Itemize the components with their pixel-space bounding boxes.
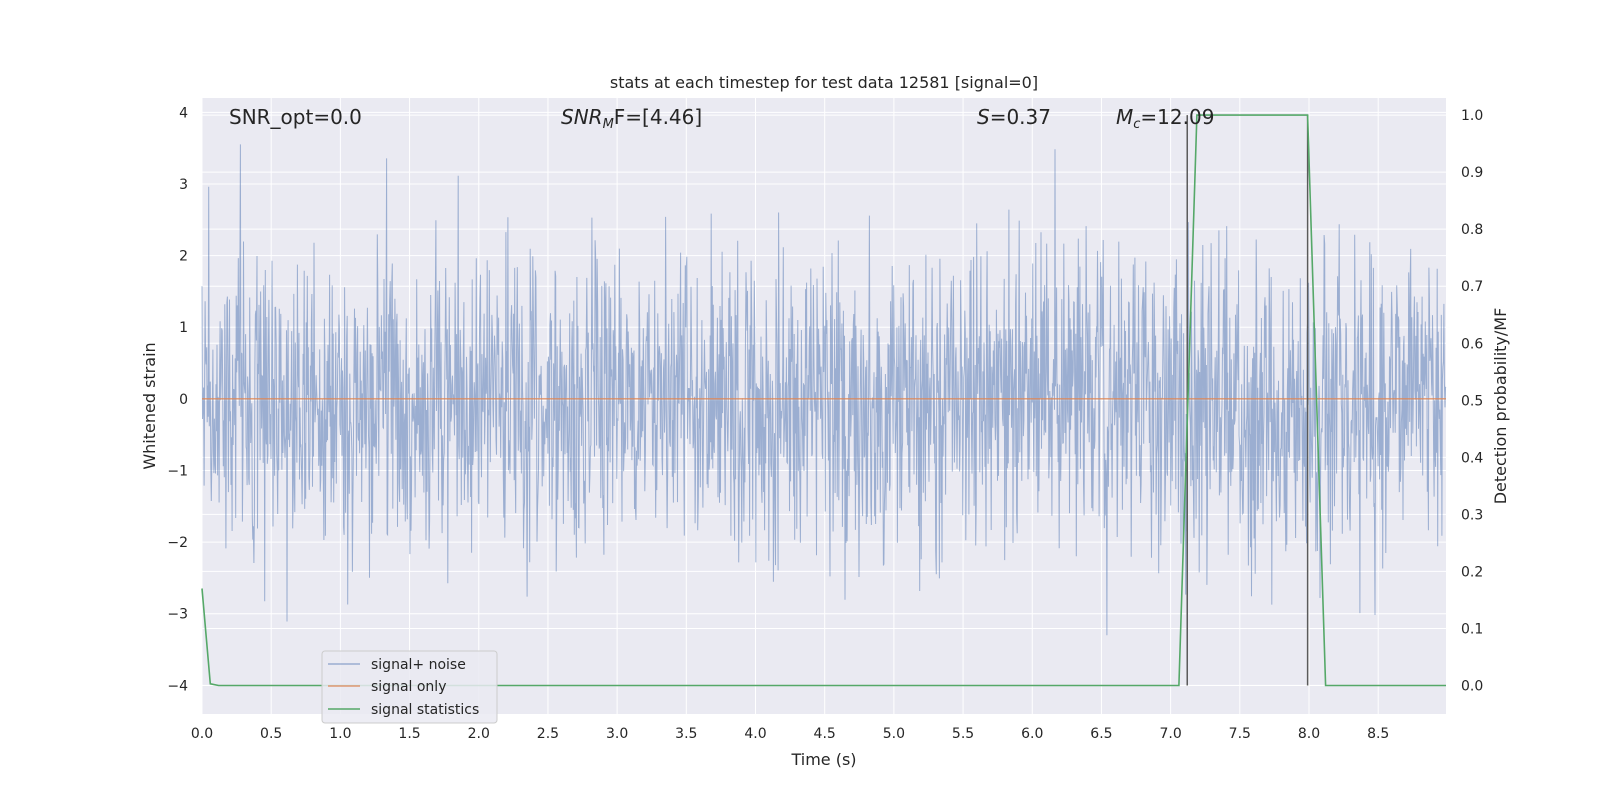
annotation-snr-mf: SNRMF=[4.46]: [561, 105, 702, 132]
y-tick-label-right: 0.6: [1461, 336, 1483, 352]
signal-statistics-line: [201, 114, 1446, 687]
x-tick-label: 6.0: [1021, 726, 1043, 742]
y-tick-label-right: 0.3: [1461, 507, 1483, 523]
noise-series: [201, 144, 1447, 636]
y-tick-label-right: 0.8: [1461, 222, 1483, 238]
y-ticks-right: 1.0 0.9 0.8 0.7 0.6 0.5 0.4 0.3 0.2 0.1 0.0: [1461, 108, 1483, 694]
x-axis-label: Time (s): [790, 750, 856, 769]
annotation-snr-opt: SNR_opt=0.0: [229, 105, 362, 129]
y-tick-label-right: 0.2: [1461, 564, 1483, 580]
y-axis-label: Whitened strain: [140, 342, 159, 469]
x-tick-label: 5.0: [883, 726, 905, 742]
y-tick-label: 3: [179, 177, 188, 193]
legend-label-signal-noise: signal+ noise: [371, 657, 466, 673]
legend: signal+ noise signal only signal statist…: [321, 650, 498, 724]
line-series: [201, 114, 1446, 687]
x-tick-label: 4.5: [814, 726, 836, 742]
x-tick-label: 0.0: [191, 726, 213, 742]
y-axis-label-right: Detection probability/MF: [1491, 308, 1510, 505]
y-tick-label-right: 0.5: [1461, 393, 1483, 409]
x-tick-label: 1.0: [329, 726, 351, 742]
signal-noise-line: [201, 144, 1447, 636]
x-ticks: 0.0 0.5 1.0 1.5 2.0 2.5 3.0 3.5 4.0 4.5 5.0 5.5 6.0 6…: [191, 726, 1389, 742]
x-tick-label: 2.0: [468, 726, 490, 742]
y-tick-label-right: 1.0: [1461, 108, 1483, 124]
legend-label-signal-statistics: signal statistics: [371, 702, 479, 718]
y-tick-label: −4: [167, 678, 188, 694]
x-tick-label: 6.5: [1090, 726, 1112, 742]
x-tick-label: 3.5: [675, 726, 697, 742]
y-tick-label: 2: [179, 249, 188, 265]
x-tick-label: 5.5: [952, 726, 974, 742]
y-tick-label: −1: [167, 463, 188, 479]
y-tick-label: 1: [179, 320, 188, 336]
y-tick-label-right: 0.0: [1461, 678, 1483, 694]
y-tick-label-right: 0.1: [1461, 621, 1483, 637]
annotation-mc: Mc=12.09: [1116, 105, 1214, 132]
annotation-s: S=0.37: [977, 105, 1051, 129]
x-tick-label: 0.5: [260, 726, 282, 742]
chart-title: stats at each timestep for test data 125…: [610, 73, 1038, 92]
x-tick-label: 4.0: [744, 726, 766, 742]
legend-box: [321, 650, 498, 724]
y-ticks-left: 4 3 2 1 0 −1 −2 −3 −4: [167, 105, 188, 694]
x-tick-label: 8.5: [1367, 726, 1389, 742]
x-tick-label: 3.0: [606, 726, 628, 742]
legend-label-signal-only: signal only: [371, 679, 446, 695]
y-tick-label-right: 0.4: [1461, 450, 1483, 466]
x-tick-label: 1.5: [398, 726, 420, 742]
y-tick-label: 4: [179, 105, 188, 121]
y-tick-label: 0: [179, 392, 188, 408]
y-tick-label-right: 0.7: [1461, 279, 1483, 295]
x-tick-label: 7.5: [1229, 726, 1251, 742]
x-tick-label: 7.0: [1159, 726, 1181, 742]
y-tick-label-right: 0.9: [1461, 165, 1483, 181]
x-tick-label: 8.0: [1298, 726, 1320, 742]
y-tick-label: −2: [167, 535, 188, 551]
x-tick-label: 2.5: [537, 726, 559, 742]
y-tick-label: −3: [167, 607, 188, 623]
